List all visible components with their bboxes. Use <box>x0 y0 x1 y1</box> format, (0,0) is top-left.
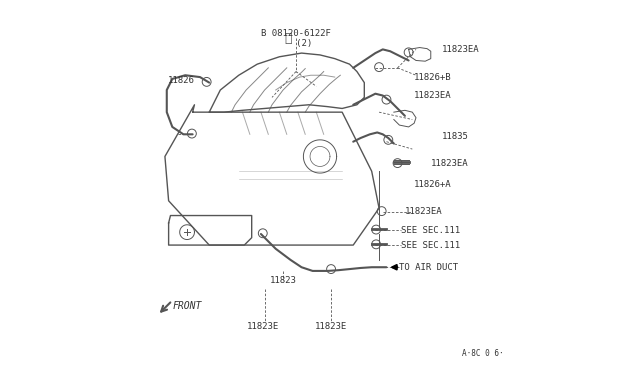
Text: A·8C 0 6·: A·8C 0 6· <box>461 350 503 359</box>
Text: 11823EA: 11823EA <box>442 45 479 54</box>
Text: Ⓑ: Ⓑ <box>285 32 292 45</box>
Text: 11823E: 11823E <box>246 322 279 331</box>
Text: 11823EA: 11823EA <box>414 91 452 100</box>
Text: SEE SEC.111: SEE SEC.111 <box>401 226 460 235</box>
Text: 11823EA: 11823EA <box>431 159 468 169</box>
Text: 11826+A: 11826+A <box>414 180 452 189</box>
Text: SEE SEC.111: SEE SEC.111 <box>401 241 460 250</box>
Text: 11823EA: 11823EA <box>405 207 442 217</box>
Text: 11826+B: 11826+B <box>414 73 452 81</box>
Text: B 08120-6122F
   (2): B 08120-6122F (2) <box>261 29 331 48</box>
Text: FRONT: FRONT <box>172 301 202 311</box>
Text: TO AIR DUCT: TO AIR DUCT <box>399 263 458 272</box>
Text: 11826: 11826 <box>168 76 195 85</box>
Text: 11823E: 11823E <box>315 322 348 331</box>
Text: 11835: 11835 <box>442 132 468 141</box>
Text: 11823: 11823 <box>269 276 296 285</box>
